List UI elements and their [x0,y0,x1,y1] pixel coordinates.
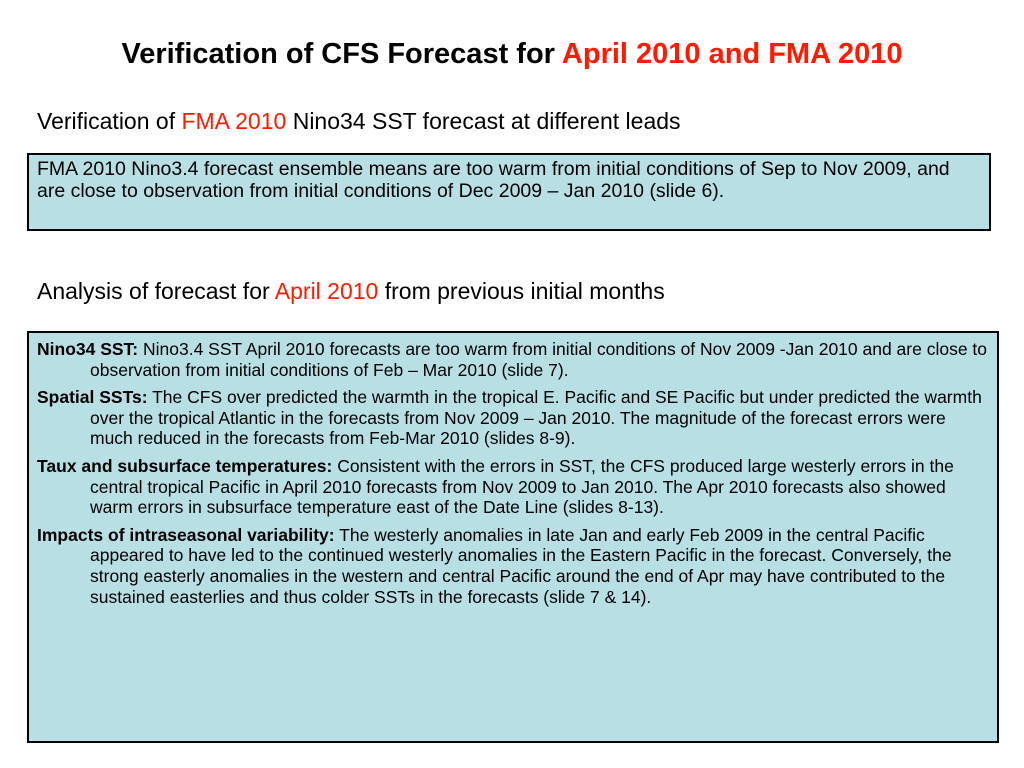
analysis-item-text: Consistent with the errors in SST, the C… [90,455,954,518]
slide-title-highlight: April 2010 and FMA 2010 [561,38,903,70]
section1-heading-prefix: Verification of [37,108,182,134]
slide-title: Verification of CFS Forecast for April 2… [0,38,1024,71]
section2-heading: Analysis of forecast for April 2010 from… [37,278,665,305]
analysis-item-spatial-ssts: Spatial SSTs: The CFS over predicted the… [37,387,989,449]
section2-heading-prefix: Analysis of forecast for [37,278,275,304]
analysis-item-intraseasonal: Impacts of intraseasonal variability: Th… [37,525,989,607]
analysis-item-label: Nino34 SST: [37,339,139,359]
analysis-item-label: Taux and subsurface temperatures: [37,455,333,476]
analysis-item-text: Nino3.4 SST April 2010 forecasts are too… [90,339,988,380]
section2-textbox: Nino34 SST: Nino3.4 SST April 2010 forec… [27,331,999,743]
section1-heading-highlight: FMA 2010 [181,108,287,134]
section2-heading-highlight: April 2010 [274,278,379,304]
analysis-item-label: Impacts of intraseasonal variability: [37,524,335,545]
section1-heading: Verification of FMA 2010 Nino34 SST fore… [37,108,681,135]
section1-textbox: FMA 2010 Nino3.4 forecast ensemble means… [27,153,991,231]
slide-title-prefix: Verification of CFS Forecast for [121,38,562,70]
analysis-item-text: The westerly anomalies in late Jan and e… [90,524,952,607]
section1-text: FMA 2010 Nino3.4 forecast ensemble means… [37,158,950,202]
analysis-item-label: Spatial SSTs: [37,387,148,408]
analysis-item-nino34: Nino34 SST: Nino3.4 SST April 2010 forec… [37,339,989,380]
analysis-item-taux: Taux and subsurface temperatures: Consis… [37,456,989,518]
analysis-item-text: The CFS over predicted the warmth in the… [90,387,982,449]
section2-heading-suffix: from previous initial months [378,278,665,304]
section1-heading-suffix: Nino34 SST forecast at different leads [286,108,681,134]
